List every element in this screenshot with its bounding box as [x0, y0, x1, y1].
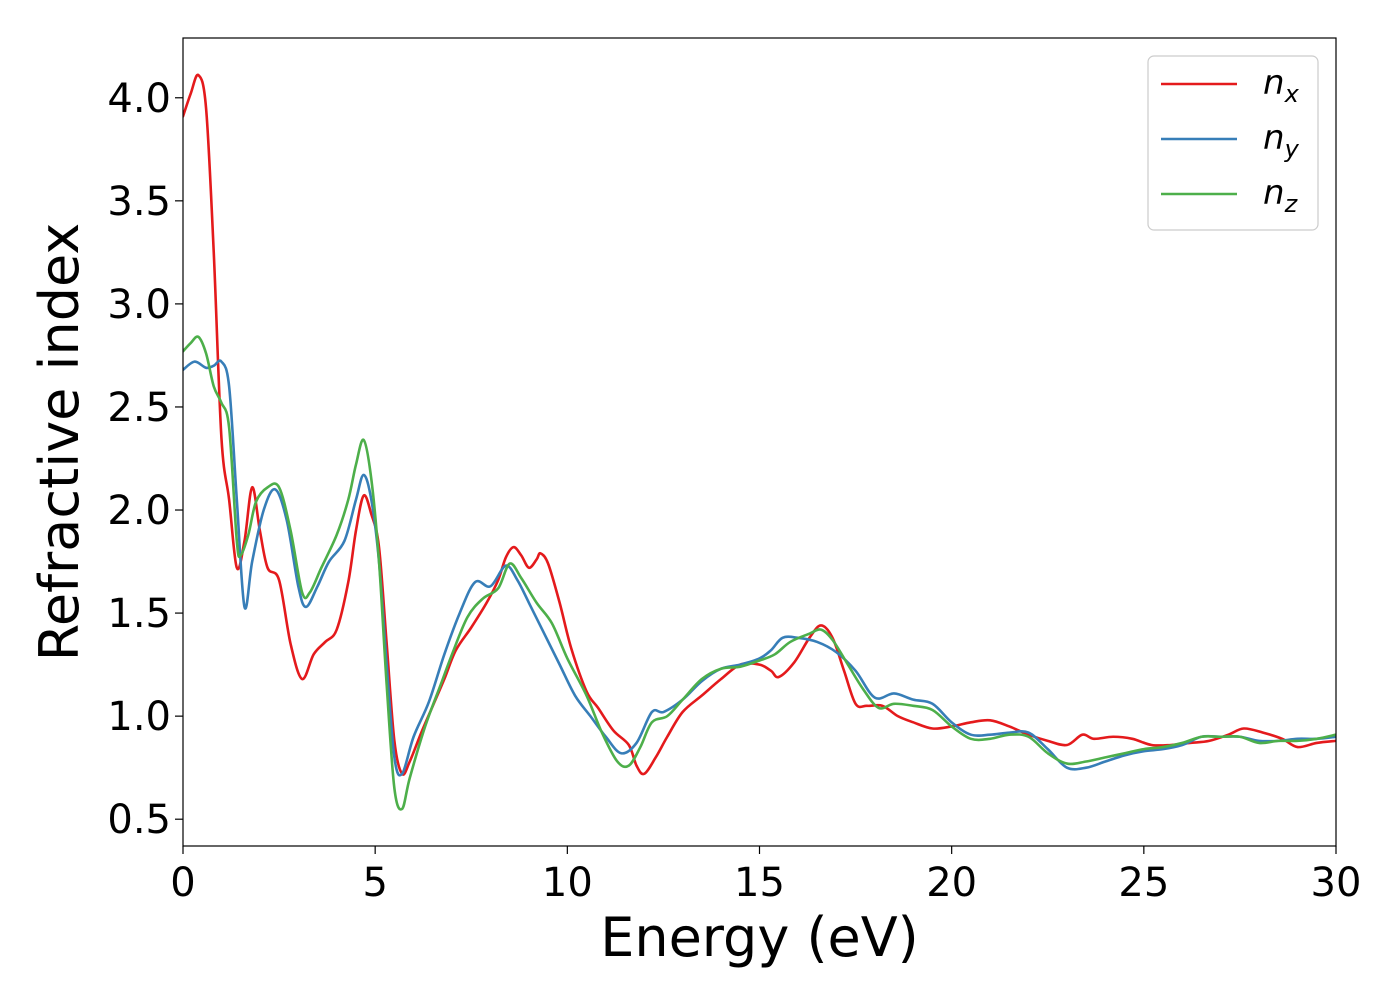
y-tick-label: 2.0 — [107, 488, 171, 534]
x-tick-label: 15 — [734, 860, 785, 906]
series-line-nx — [183, 73, 1336, 776]
y-tick-label: 3.5 — [107, 179, 171, 225]
y-tick-label: 1.0 — [107, 694, 171, 740]
x-tick-label: 10 — [542, 860, 593, 906]
y-tick-label: 2.5 — [107, 385, 171, 431]
x-tick-label: 25 — [1118, 860, 1169, 906]
legend: nx ny nz — [1147, 55, 1319, 231]
y-tick-label: 4.0 — [107, 76, 171, 122]
legend-label: nx — [1263, 63, 1300, 108]
x-tick-label: 5 — [362, 860, 387, 906]
legend-label: ny — [1263, 118, 1300, 163]
x-tick-label: 0 — [170, 860, 195, 906]
legend-label: nz — [1263, 173, 1299, 218]
series-line-nz — [183, 335, 1336, 811]
y-axis-ticks: 0.5 1.0 1.5 2.0 2.5 3.0 3.5 4.0 — [107, 76, 183, 843]
x-tick-label: 30 — [1311, 860, 1362, 906]
legend-box — [1147, 55, 1319, 231]
x-tick-label: 20 — [926, 860, 977, 906]
y-tick-label: 3.0 — [107, 282, 171, 328]
series-layer — [183, 73, 1336, 811]
y-axis-label: Refractive index — [28, 223, 91, 662]
y-tick-label: 0.5 — [107, 797, 171, 843]
y-tick-label: 1.5 — [107, 591, 171, 637]
x-axis-ticks: 0 5 10 15 20 25 30 — [170, 846, 1361, 906]
x-axis-label: Energy (eV) — [600, 906, 919, 969]
series-line-ny — [183, 359, 1336, 777]
